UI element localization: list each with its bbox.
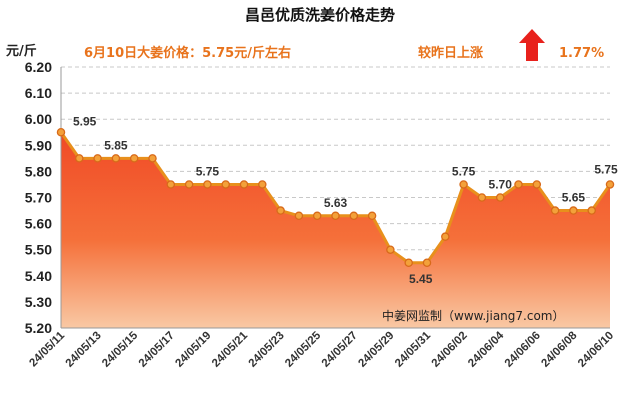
area-fill [61,132,610,328]
data-point [75,154,84,163]
price-note: 6月10日大姜价格：5.75元/斤左右 [84,45,291,61]
price-points [56,127,615,267]
data-point [459,180,468,189]
x-tick-label: 24/05/19 [173,330,213,370]
data-point [258,180,267,189]
y-tick-label: 5.80 [25,163,52,179]
x-tick-label: 24/06/06 [503,330,543,370]
data-label: 5.85 [104,138,128,152]
data-point [477,193,487,202]
chart-title: 昌邑优质洗姜价格走势 [245,6,395,24]
data-label: 5.65 [562,191,586,205]
data-label: 5.45 [409,272,433,286]
x-tick-label: 24/05/27 [320,330,360,370]
up-arrow-icon [519,29,545,61]
data-point [367,211,377,221]
data-point [111,154,121,163]
data-point [587,206,596,215]
x-tick-label: 24/06/02 [430,330,470,370]
data-point [514,180,523,189]
y-tick-label: 5.50 [25,242,52,258]
axes [60,67,610,329]
x-tick-label: 24/06/10 [576,330,616,370]
data-point [294,211,304,221]
data-label: 5.75 [196,164,220,178]
data-point [422,258,432,267]
data-point [203,180,212,189]
price-area [59,131,612,328]
y-tick-labels: 6.20 6.10 6.00 5.90 5.80 5.70 5.60 5.50 5.40 5.30… [25,59,52,336]
data-point [276,206,285,215]
x-tick-label: 24/05/29 [356,330,396,370]
x-tick-label: 24/06/08 [539,329,580,370]
y-tick-label: 5.20 [25,320,52,336]
x-tick-label: 24/05/15 [100,329,141,370]
data-point [166,180,176,189]
x-tick-label: 24/05/17 [137,330,177,370]
y-tick-label: 5.30 [25,294,52,310]
data-point [605,180,615,189]
data-point [386,245,395,254]
data-label: 5.63 [324,196,348,210]
data-label: 5.70 [489,178,513,192]
y-tick-label: 6.00 [25,111,52,127]
data-point [56,127,66,137]
data-point [349,211,359,221]
data-point [550,206,560,215]
x-tick-label: 24/05/13 [64,330,104,370]
data-label: 5.95 [73,114,97,128]
source-credit: 中姜网监制（www.jiang7.com） [382,308,564,323]
data-label: 5.75 [594,162,618,176]
data-point [221,180,230,189]
y-tick-label: 5.40 [25,268,52,284]
data-point [239,180,249,189]
data-point [495,193,505,202]
data-point [93,154,102,163]
x-tick-labels: 24/05/1124/05/1324/05/1524/05/1724/05/19… [27,329,616,370]
y-tick-label: 5.70 [25,190,52,206]
data-point [148,154,157,163]
compare-label: 较昨日上涨 [418,45,483,61]
data-point [129,154,139,163]
data-point [312,211,322,221]
y-axis-label: 元/斤 [6,43,37,59]
data-point [331,211,340,221]
x-tick-label: 24/05/21 [210,329,251,370]
x-tick-label: 24/05/25 [283,329,324,370]
y-tick-label: 6.10 [25,85,52,101]
y-tick-label: 6.20 [25,59,52,75]
change-percent: 1.77% [559,46,604,61]
data-point [184,180,194,189]
data-point [569,206,578,215]
data-point [532,180,542,189]
x-tick-label: 24/06/04 [466,329,507,370]
x-tick-label: 24/05/31 [393,329,434,370]
x-tick-label: 24/05/23 [247,330,287,370]
y-tick-label: 5.90 [25,137,52,153]
y-tick-label: 5.60 [25,216,52,232]
data-point [404,258,413,267]
data-labels: 5.95 5.85 5.75 5.63 5.45 5.75 5.70 5.65 5.75 [73,114,618,286]
data-point [441,232,450,241]
data-label: 5.75 [452,164,476,178]
